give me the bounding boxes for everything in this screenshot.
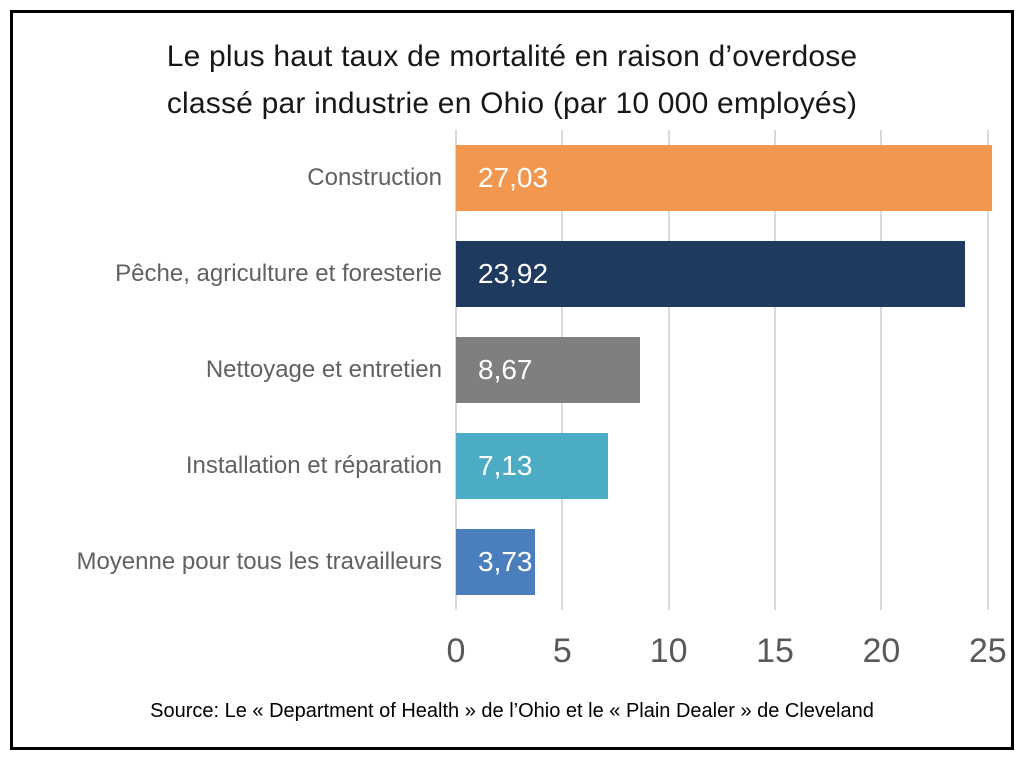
x-axis-tick-label: 5 [552,632,572,670]
bar-row: 7,13 [456,418,992,514]
bar-row: 23,92 [456,226,992,322]
gridline [986,130,989,610]
bar-value-label: 27,03 [478,162,549,193]
chart-frame: Le plus haut taux de mortalité en raison… [10,10,1014,750]
x-axis-tick-label: 0 [446,632,466,670]
category-label-moyenne-travailleurs: Moyenne pour tous les travailleurs [76,548,442,575]
category-label-construction: Construction [307,164,442,191]
bar-value-label: 23,92 [478,258,549,289]
gridline [880,130,883,610]
x-axis: 0 5 10 15 20 25 [447,610,1007,694]
bar-nettoyage-entretien: 8,67 [456,337,641,403]
category-axis: Construction Pêche, agriculture et fores… [13,130,456,610]
gridline [667,130,670,610]
category-label-nettoyage-entretien: Nettoyage et entretien [205,356,442,383]
category-label-peche-agriculture-foresterie: Pêche, agriculture et foresterie [115,260,442,287]
plot-area: 27,03 23,92 8,67 7,13 [455,130,992,610]
bar-moyenne-travailleurs: 3,73 [456,529,536,595]
chart-title: Le plus haut taux de mortalité en raison… [13,33,1011,127]
chart-body: Construction Pêche, agriculture et fores… [13,130,1011,610]
source-caption: Source: Le « Department of Health » de l… [150,700,874,722]
bar-peche-agriculture-foresterie: 23,92 [456,241,965,307]
x-axis-tick-label: 10 [649,632,688,670]
chart-title-line2: classé par industrie en Ohio (par 10 000… [166,87,858,120]
bar-row: 3,73 [456,514,992,610]
x-axis-tick-label: 25 [968,632,1007,670]
x-axis-tick-label: 20 [862,632,901,670]
bar-value-label: 7,13 [478,450,533,481]
bar-value-label: 3,73 [478,546,533,577]
bar-value-label: 8,67 [478,354,533,385]
chart-title-line1: Le plus haut taux de mortalité en raison… [166,40,858,73]
bar-row: 27,03 [456,130,992,226]
bar-construction: 27,03 [456,145,992,211]
bar-row: 8,67 [456,322,992,418]
category-label-installation-reparation: Installation et réparation [185,452,442,479]
bar-installation-reparation: 7,13 [456,433,608,499]
x-axis-tick-label: 15 [756,632,794,670]
gridline [774,130,777,610]
